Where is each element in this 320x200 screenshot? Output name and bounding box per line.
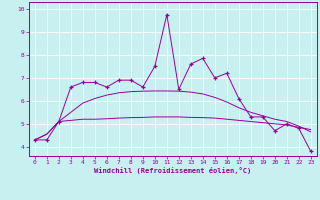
X-axis label: Windchill (Refroidissement éolien,°C): Windchill (Refroidissement éolien,°C) [94, 167, 252, 174]
